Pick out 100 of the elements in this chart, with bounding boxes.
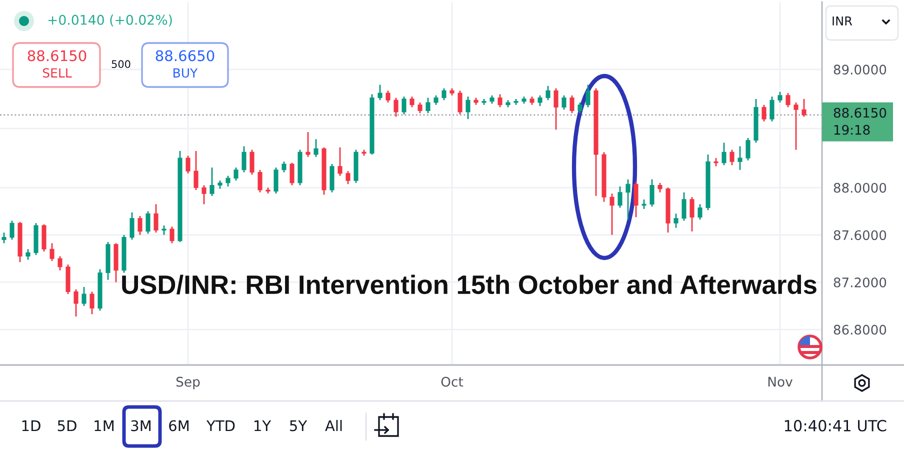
candlestick	[698, 203, 702, 220]
y-tick-label: 86.8000	[834, 324, 886, 335]
candlestick	[458, 90, 462, 116]
text: 1M	[94, 420, 114, 432]
y-tick-label: 87.6000	[834, 230, 886, 240]
candlestick	[258, 169, 262, 194]
candlestick	[658, 182, 662, 194]
text: 10:40:41 UTC	[784, 420, 886, 432]
text: YTD	[206, 420, 235, 432]
candlestick	[290, 162, 294, 186]
text: 6M	[169, 420, 189, 432]
candlestick	[162, 224, 166, 236]
candlestick	[90, 290, 94, 315]
candlestick	[570, 94, 574, 114]
candlestick	[282, 160, 286, 173]
candlestick	[786, 92, 790, 108]
candlestick	[466, 96, 470, 120]
candlestick	[770, 96, 774, 122]
text: INR	[832, 16, 852, 26]
candlestick	[274, 166, 278, 194]
candlestick	[170, 226, 174, 244]
candlestick	[730, 149, 734, 166]
candlestick	[250, 149, 254, 176]
candlestick	[610, 192, 614, 236]
candlestick	[202, 184, 206, 205]
candlestick	[778, 91, 782, 104]
y-tick-label: 89.0000	[834, 64, 886, 75]
candlestick	[234, 166, 238, 182]
candlestick	[2, 232, 6, 244]
candlestick	[194, 150, 198, 191]
candlestick	[210, 166, 214, 197]
candlestick	[74, 288, 78, 318]
candlestick	[642, 198, 646, 210]
candlestick	[802, 98, 806, 118]
candlestick	[690, 196, 694, 232]
candlestick	[586, 84, 590, 108]
candlestick	[682, 192, 686, 222]
text: 19:18	[834, 124, 870, 135]
candlestick	[10, 220, 14, 240]
annotation: 88.6150	[28, 50, 86, 62]
candlestick	[306, 131, 310, 158]
candlestick	[554, 88, 558, 130]
x-tick-label: Oct	[441, 376, 464, 387]
y-tick-label: 87.2000	[834, 278, 886, 288]
text: 1Y	[254, 420, 272, 432]
candlestick	[546, 85, 550, 101]
ref-line-label: 88.6150	[834, 108, 886, 118]
candlestick	[418, 102, 422, 114]
candlestick	[226, 175, 230, 188]
candlestick	[26, 248, 30, 260]
candlestick	[722, 142, 726, 166]
candlestick	[538, 94, 542, 107]
candlestick	[626, 178, 630, 220]
candlestick	[618, 186, 622, 208]
candlestick	[746, 137, 750, 162]
text: 1D	[22, 420, 40, 432]
candlestick	[58, 256, 62, 272]
text: 5D	[58, 420, 76, 432]
candlestick	[402, 96, 406, 116]
text: USD/INR: RBI Intervention 15th October and Afterwards	[122, 274, 816, 294]
candlestick	[794, 102, 798, 150]
candlestick	[442, 88, 446, 101]
candlestick	[426, 97, 430, 114]
candlestick	[410, 96, 414, 108]
candlestick	[330, 163, 334, 194]
candlestick	[146, 210, 150, 234]
candlestick	[674, 212, 678, 229]
candlestick	[498, 94, 502, 108]
candlestick	[762, 104, 766, 122]
candlestick	[386, 90, 390, 104]
y-tick-label: 88.0000	[834, 182, 886, 193]
text: All	[325, 420, 342, 432]
candlestick	[434, 94, 438, 106]
candlestick	[634, 181, 638, 218]
candlestick	[346, 170, 350, 185]
candlestick	[82, 286, 86, 307]
text: 5Y	[290, 420, 308, 432]
candlestick	[154, 203, 158, 234]
annotation: 88.6650	[156, 50, 214, 62]
candlestick	[50, 242, 54, 262]
x-tick-label: Sep	[176, 376, 200, 390]
candlestick	[338, 146, 342, 177]
candlestick	[138, 215, 142, 236]
text: 3M	[131, 420, 151, 432]
annotation: SELL	[42, 68, 72, 78]
candlestick	[562, 94, 566, 110]
candlestick	[42, 224, 46, 252]
candlestick	[394, 97, 398, 118]
candlestick	[650, 178, 654, 208]
candlestick	[378, 84, 382, 101]
candlestick	[314, 138, 318, 158]
candlestick	[242, 146, 246, 173]
candlestick	[186, 155, 190, 174]
candlestick	[130, 212, 134, 240]
annotation: +0.0140 (+0.02%)	[48, 14, 172, 26]
candlestick	[578, 102, 582, 114]
candlestick	[738, 146, 742, 171]
annotation: 500	[112, 60, 130, 68]
annotation: BUY	[174, 68, 198, 78]
x-tick-label: Nov	[768, 376, 792, 387]
